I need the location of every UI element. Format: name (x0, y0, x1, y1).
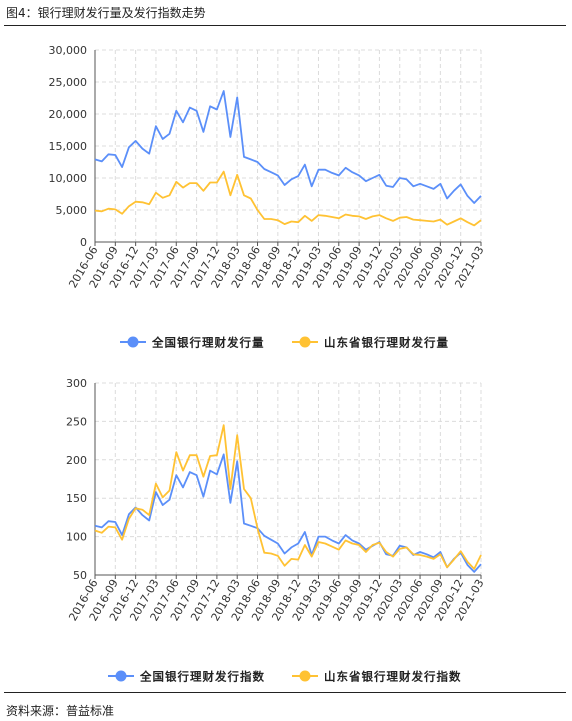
y-tick-label: 200 (66, 454, 87, 467)
volume-chart: 05,00010,00015,00020,00025,00030,0002016… (49, 44, 487, 350)
figure-title: 图4：银行理财发行量及发行指数走势 (6, 6, 206, 20)
y-tick-label: 100 (66, 531, 87, 544)
y-tick-label: 50 (73, 569, 87, 582)
legend-label-shandong: 山东省银行理财发行量 (324, 336, 449, 350)
y-tick-label: 25,000 (49, 76, 88, 89)
y-tick-label: 30,000 (49, 44, 88, 57)
series-line-shandong (94, 424, 482, 570)
legend-marker (115, 670, 127, 682)
source-note: 资料来源：普益标准 (6, 704, 115, 718)
index-chart: 501001502002503002016-062016-092016-1220… (66, 377, 487, 684)
y-tick-label: 15,000 (49, 140, 88, 153)
bottom-rule (4, 692, 566, 693)
series-line-national (94, 90, 482, 204)
series-line-shandong (94, 170, 482, 227)
y-tick-label: 0 (80, 236, 87, 249)
y-tick-label: 250 (66, 415, 87, 428)
legend-marker (127, 336, 139, 348)
legend-marker (299, 336, 311, 348)
y-tick-label: 300 (66, 377, 87, 390)
y-tick-label: 20,000 (49, 108, 88, 121)
legend-marker (299, 670, 311, 682)
y-tick-label: 150 (66, 492, 87, 505)
legend-label-shandong: 山东省银行理财发行指数 (324, 670, 462, 684)
y-tick-label: 10,000 (49, 172, 88, 185)
y-tick-label: 5,000 (56, 204, 88, 217)
legend-label-national: 全国银行理财发行量 (151, 336, 265, 350)
top-rule (4, 25, 566, 26)
series-line-national (94, 453, 482, 573)
legend-label-national: 全国银行理财发行指数 (139, 670, 265, 684)
